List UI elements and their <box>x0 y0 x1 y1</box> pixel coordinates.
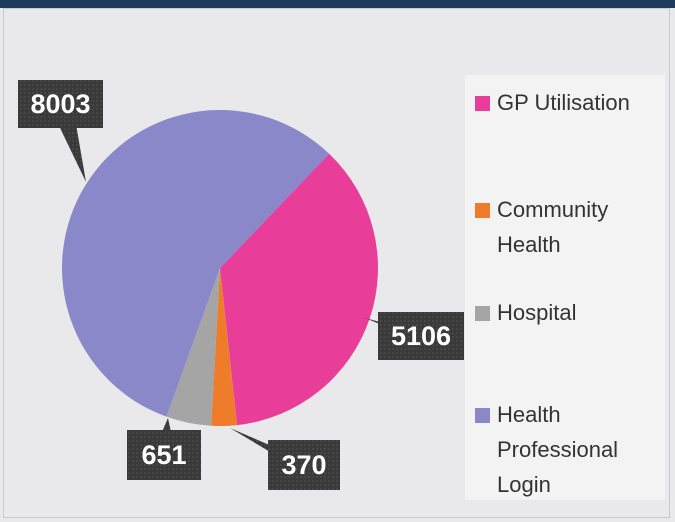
legend-entry: Community Health <box>475 192 657 262</box>
pie-slice <box>62 109 330 417</box>
legend: GP Utilisation Community Health Hospital He… <box>465 75 665 500</box>
legend-entry: GP Utilisation <box>475 85 657 120</box>
legend-swatch <box>475 408 490 423</box>
legend-label: Hospital <box>497 300 577 325</box>
data-label: 8003 <box>30 89 90 119</box>
data-label: 370 <box>281 450 326 480</box>
legend-entry: Health Professional Login <box>475 397 657 502</box>
legend-swatch <box>475 203 490 218</box>
legend-entry: Hospital <box>475 295 657 330</box>
pie-slice <box>166 268 220 426</box>
data-label: 651 <box>141 440 186 470</box>
data-label-box <box>18 80 103 128</box>
legend-label: GP Utilisation <box>497 90 630 115</box>
legend-swatch <box>475 306 490 321</box>
legend-label: Health Professional Login <box>497 402 619 497</box>
data-label-box <box>378 312 464 360</box>
legend-swatch <box>475 96 490 111</box>
pie-slice <box>211 268 238 426</box>
data-label-box <box>268 440 340 490</box>
legend-label: Community Health <box>497 197 609 257</box>
data-label: 5106 <box>391 321 451 351</box>
pie-slice <box>220 153 378 426</box>
data-label-box <box>127 430 201 480</box>
top-bar <box>0 0 675 8</box>
chart-frame <box>3 8 670 518</box>
